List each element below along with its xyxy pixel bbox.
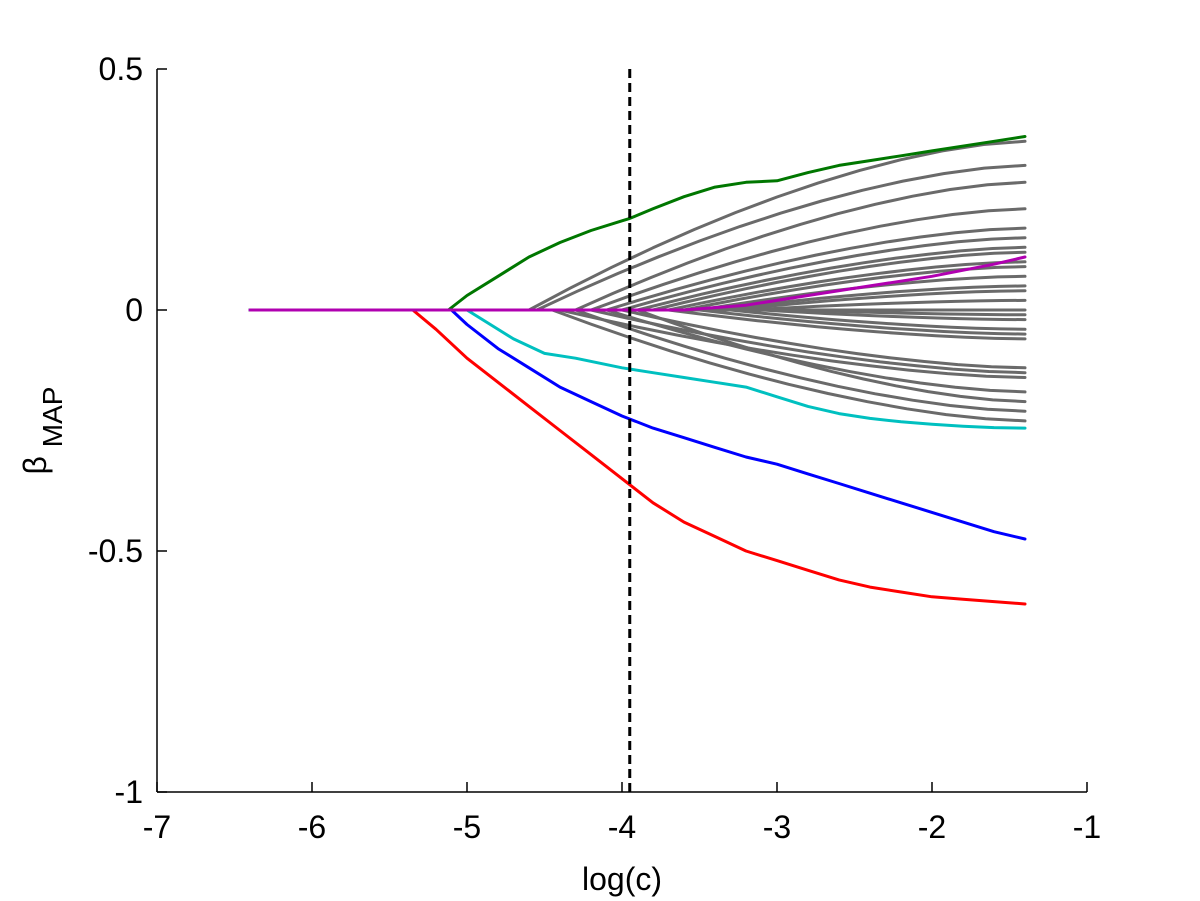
gray-series-line: [248, 308, 1027, 331]
axes-layer: [156, 69, 1087, 793]
gray-series-line: [248, 207, 1027, 312]
y-axis-title: β MAP: [17, 387, 68, 475]
highlighted-series-line: [248, 308, 1027, 541]
y-tick-label: 0.5: [99, 51, 143, 87]
gray-series-line: [248, 308, 1027, 413]
gray-series-line: [248, 139, 1027, 312]
y-tick-label: 0: [125, 292, 143, 328]
highlighted-series-line: [248, 308, 1027, 430]
gray-series-line: [248, 308, 1027, 423]
gray-series-line: [248, 260, 1027, 312]
x-tick-label: -7: [143, 809, 171, 845]
x-tick-label: -3: [763, 809, 791, 845]
gray-series-line: [248, 308, 1027, 404]
y-tick-label: -1: [115, 774, 143, 810]
gray-series-line: [248, 308, 1027, 322]
series-layer: [248, 135, 1027, 606]
x-tick-label: -1: [1073, 809, 1101, 845]
x-tick-label: -2: [918, 809, 946, 845]
highlighted-series-line: [248, 135, 1027, 312]
y-axis-title-main: β: [17, 456, 53, 474]
gray-series-line: [248, 308, 1027, 317]
gray-series-line: [248, 250, 1027, 312]
y-tick-label: -0.5: [88, 533, 143, 569]
gray-series-line: [248, 308, 1027, 341]
x-tick-label: -6: [298, 809, 326, 845]
highlighted-series-line: [248, 308, 1027, 606]
x-tick-label: -5: [453, 809, 481, 845]
gray-series-line: [248, 308, 1027, 336]
gray-series-line: [248, 180, 1027, 312]
gray-series-line: [248, 308, 1027, 394]
ticks-layer: -7 -6 -5 -4 -3 -2 -1 -1 -0.5 0 0.5: [88, 51, 1101, 845]
x-axis-title: log(c): [582, 861, 662, 897]
gray-series-line: [248, 226, 1027, 312]
y-axis-title-subscript: MAP: [37, 387, 68, 448]
gray-series-line: [248, 236, 1027, 312]
x-tick-label: -4: [608, 809, 636, 845]
gray-series-line: [248, 163, 1027, 312]
gray-series-line: [248, 289, 1027, 312]
gray-series-line: [248, 245, 1027, 312]
highlighted-series-line: [248, 255, 1027, 312]
